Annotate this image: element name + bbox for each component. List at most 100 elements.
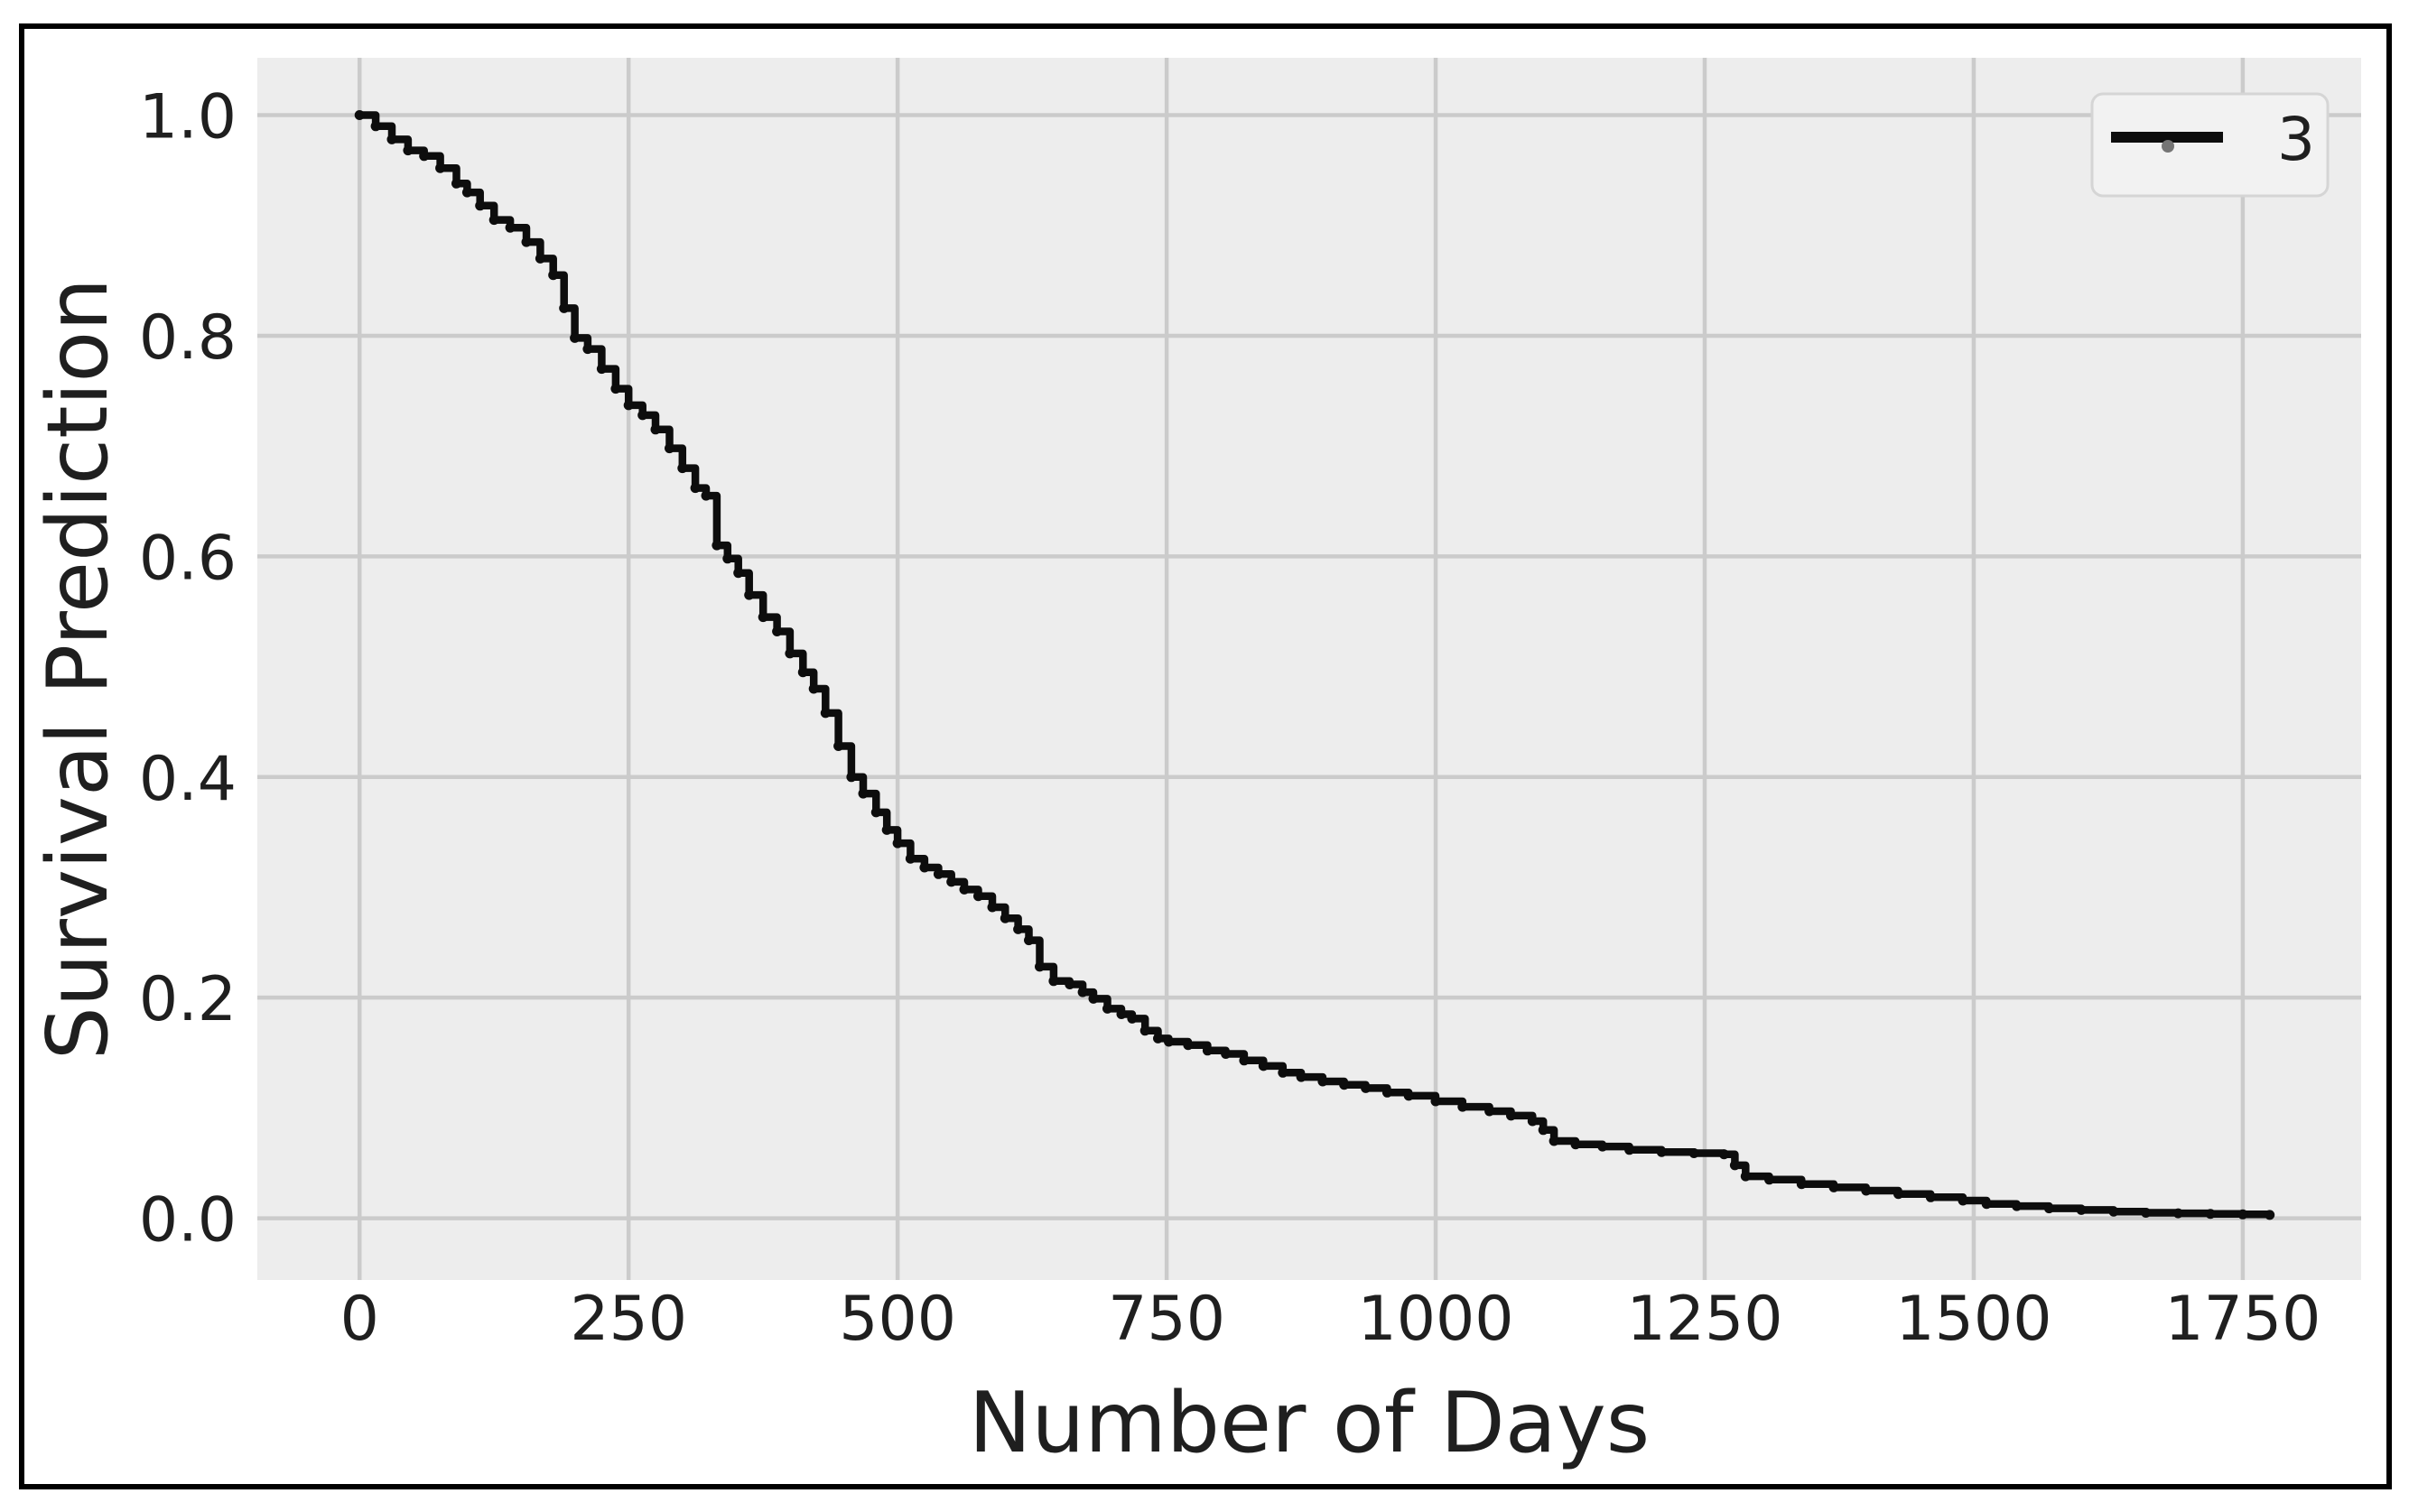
data-point-dot <box>1381 1087 1392 1098</box>
data-point-dot <box>677 463 688 474</box>
data-point-dot <box>744 589 755 600</box>
data-point-dot <box>386 134 397 144</box>
data-point-dot <box>1740 1171 1751 1182</box>
data-point-dot <box>1139 1025 1150 1036</box>
data-point-dot <box>1484 1106 1495 1117</box>
data-point-dot <box>1718 1149 1729 1160</box>
data-point-dot <box>1035 961 1045 972</box>
data-point-dot <box>1153 1033 1163 1044</box>
data-point-dot <box>475 200 486 211</box>
data-point-dot <box>722 553 733 564</box>
legend-marker-icon <box>2162 140 2174 153</box>
data-point-dot <box>1597 1141 1608 1152</box>
data-point-dot <box>1403 1090 1414 1101</box>
data-point-dot <box>1024 935 1034 946</box>
data-point-dot <box>1624 1145 1635 1155</box>
data-point-dot <box>858 788 869 799</box>
data-point-dot <box>1688 1148 1699 1158</box>
data-point-dot <box>559 302 570 313</box>
data-point-dot <box>1127 1013 1138 1024</box>
data-point-dot <box>570 332 581 343</box>
data-point-dot <box>1102 1003 1112 1014</box>
data-point-dot <box>820 708 831 719</box>
data-point-dot <box>1183 1040 1194 1051</box>
data-point-dot <box>535 253 545 264</box>
data-point-dot <box>1013 923 1024 934</box>
data-point-dot <box>2265 1210 2275 1220</box>
data-point-dot <box>1958 1195 1968 1206</box>
data-point-dot <box>712 540 722 551</box>
data-point-dot <box>808 683 819 694</box>
y-axis-tick-labels: 0.0 0.2 0.4 0.6 0.8 1.0 <box>139 82 237 1257</box>
x-axis-title: Number of Days <box>969 1374 1650 1471</box>
data-point-dot <box>1549 1136 1559 1146</box>
y-tick-label: 0.4 <box>139 744 237 815</box>
data-point-dot <box>758 612 768 623</box>
data-point-dot <box>919 862 930 873</box>
y-axis-title: Survival Prediction <box>29 278 126 1061</box>
legend-box <box>2090 92 2330 198</box>
data-point-dot <box>1000 913 1010 923</box>
legend-entry-label: 3 <box>2277 105 2315 174</box>
y-tick-label: 0.2 <box>139 964 237 1035</box>
x-tick-label: 1750 <box>2164 1284 2321 1355</box>
data-point-dot <box>881 824 892 835</box>
data-point-dot <box>1221 1049 1232 1059</box>
data-point-dot <box>1729 1160 1740 1171</box>
data-point-dot <box>2172 1208 2183 1219</box>
data-point-dot <box>1116 1009 1127 1019</box>
data-point-dot <box>2043 1203 2054 1214</box>
data-point-dot <box>451 178 461 189</box>
x-tick-label: 1000 <box>1358 1284 1514 1355</box>
data-point-dot <box>2012 1201 2023 1211</box>
data-point-dot <box>772 626 783 636</box>
data-point-dot <box>596 364 607 375</box>
data-point-dot <box>1317 1076 1328 1087</box>
x-tick-label: 1250 <box>1626 1284 1782 1355</box>
x-axis-tick-labels: 0 250 500 750 1000 1250 1500 1750 <box>340 1284 2321 1355</box>
data-point-dot <box>1861 1185 1872 1196</box>
data-point-dot <box>1925 1192 1936 1202</box>
data-point-dot <box>870 807 881 818</box>
data-point-dot <box>1570 1139 1581 1150</box>
data-point-dot <box>370 121 381 132</box>
figure-frame <box>19 23 2392 1489</box>
data-point-dot <box>1893 1189 1903 1200</box>
y-tick-label: 1.0 <box>139 82 237 153</box>
data-point-dot <box>650 424 661 435</box>
data-point-dot <box>1656 1146 1667 1157</box>
data-point-dot <box>2141 1208 2152 1218</box>
data-point-dot <box>1361 1082 1372 1093</box>
data-point-dot <box>846 772 857 783</box>
data-point-dot <box>1065 979 1075 989</box>
data-point-dot <box>1077 987 1088 997</box>
data-point-dot <box>2205 1209 2216 1220</box>
data-point-dot <box>1278 1067 1288 1078</box>
data-point-dot <box>2237 1209 2248 1220</box>
data-point-dot <box>1828 1182 1839 1192</box>
data-point-dot <box>610 384 621 394</box>
data-point-dot <box>905 853 916 864</box>
data-point-dot <box>690 483 701 494</box>
data-point-dot <box>461 187 472 198</box>
gridlines <box>257 58 2361 1280</box>
y-tick-label: 0.0 <box>139 1185 237 1257</box>
data-point-dot <box>521 237 532 247</box>
data-point-dot <box>488 215 499 226</box>
data-point-dot <box>2108 1206 2119 1217</box>
data-point-dot <box>665 443 674 454</box>
x-tick-label: 1500 <box>1895 1284 2051 1355</box>
data-point-dot <box>1088 993 1099 1004</box>
data-point-dot <box>933 868 944 879</box>
data-point-dot <box>797 667 808 678</box>
data-point-dot <box>701 490 712 501</box>
plot-area <box>257 58 2361 1280</box>
data-point-dot <box>1048 976 1059 987</box>
data-point-dot <box>435 162 446 173</box>
data-point-dot <box>1296 1071 1307 1082</box>
x-tick-label: 500 <box>839 1284 956 1355</box>
data-point-dot <box>1164 1036 1174 1047</box>
data-point-dot <box>1506 1110 1516 1121</box>
